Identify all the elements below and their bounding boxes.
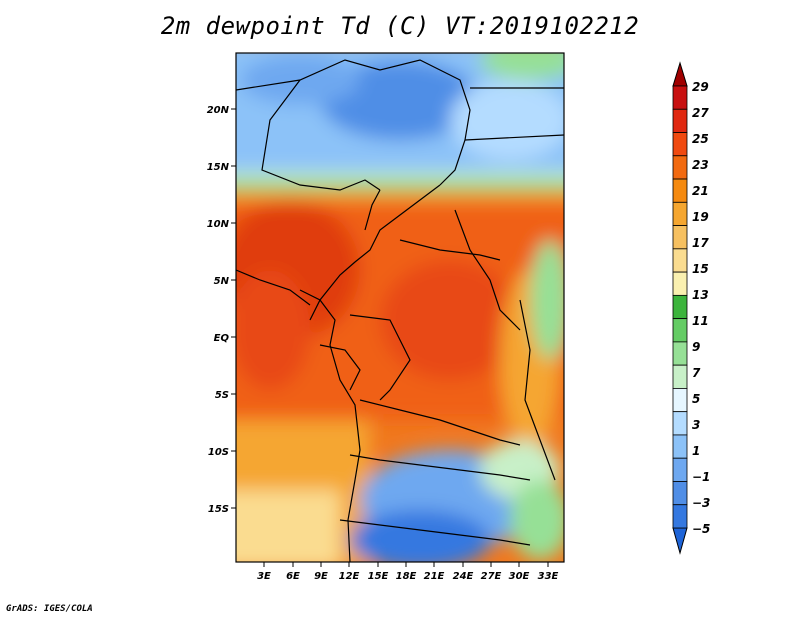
colorbar-bottom-arrow (672, 527, 688, 555)
colorbar-cell (672, 271, 688, 296)
colorbar-top-arrow (672, 61, 688, 87)
lon-label: 21E (424, 571, 445, 582)
lat-label: 20N (207, 105, 230, 116)
lon-label: 12E (339, 571, 360, 582)
lon-label: 33E (538, 571, 559, 582)
colorbar-cells (672, 85, 688, 529)
colorbar-cell (672, 85, 688, 110)
dewpoint-field (236, 53, 564, 562)
grads-credit: GrADS: IGES/COLA (6, 604, 93, 614)
lon-label: 18E (396, 571, 417, 582)
colorbar-label: 19 (692, 210, 709, 224)
colorbar-cell (672, 318, 688, 343)
colorbar-cell (672, 411, 688, 436)
colorbar-cell (672, 294, 688, 320)
colorbar-cell (672, 132, 688, 157)
colorbar-label: 17 (692, 236, 709, 250)
lat-label: 10S (208, 447, 229, 458)
colorbar-cell (672, 201, 688, 226)
colorbar-label: 9 (692, 340, 700, 354)
colorbar-cell (672, 364, 688, 389)
colorbar-label: −3 (692, 496, 710, 510)
lon-label: 30E (509, 571, 530, 582)
lat-label: 15S (208, 504, 229, 515)
colorbar-label: 11 (692, 314, 709, 328)
colorbar-label: 1 (692, 444, 700, 458)
lon-label: 9E (314, 571, 328, 582)
colorbar-cell (672, 341, 688, 366)
colorbar-cell (672, 248, 688, 273)
colorbar-cell (672, 504, 688, 529)
colorbar-cell (672, 178, 688, 203)
lon-label: 24E (453, 571, 474, 582)
colorbar-cell (672, 457, 688, 482)
colorbar-label: 27 (692, 106, 709, 120)
latitude-axis (231, 108, 236, 509)
longitude-axis (263, 562, 549, 567)
colorbar-cell (672, 388, 688, 413)
colorbar-label: 13 (692, 288, 709, 302)
map-frame (235, 52, 565, 563)
colorbar-cell (672, 108, 688, 133)
colorbar-cell (672, 155, 688, 180)
colorbar-label: 15 (692, 262, 709, 276)
lon-label: 15E (368, 571, 389, 582)
map-title: 2m dewpoint Td (C) VT:2019102212 (160, 12, 640, 40)
colorbar-label: −5 (692, 522, 710, 536)
colorbar-label: 21 (692, 184, 709, 198)
colorbar-cell (672, 434, 688, 459)
colorbar-label: −1 (692, 470, 710, 484)
lat-label: 5N (214, 276, 230, 287)
colorbar-label: 23 (692, 158, 709, 172)
country-borders (236, 59, 564, 546)
colorbar-cell (672, 225, 688, 250)
lon-label: 3E (257, 571, 271, 582)
colorbar-label: 29 (692, 80, 709, 94)
lat-label: 15N (207, 162, 230, 173)
lat-label: 5S (215, 390, 229, 401)
colorbar-label: 25 (692, 132, 709, 146)
lon-label: 27E (481, 571, 502, 582)
colorbar-label: 7 (692, 366, 701, 380)
lat-label: EQ (214, 333, 230, 344)
lon-label: 6E (286, 571, 300, 582)
colorbar-label: 3 (692, 418, 700, 432)
colorbar-label: 5 (692, 392, 700, 406)
colorbar-cell (672, 481, 688, 506)
lat-label: 10N (207, 219, 230, 230)
coastline (299, 289, 361, 562)
